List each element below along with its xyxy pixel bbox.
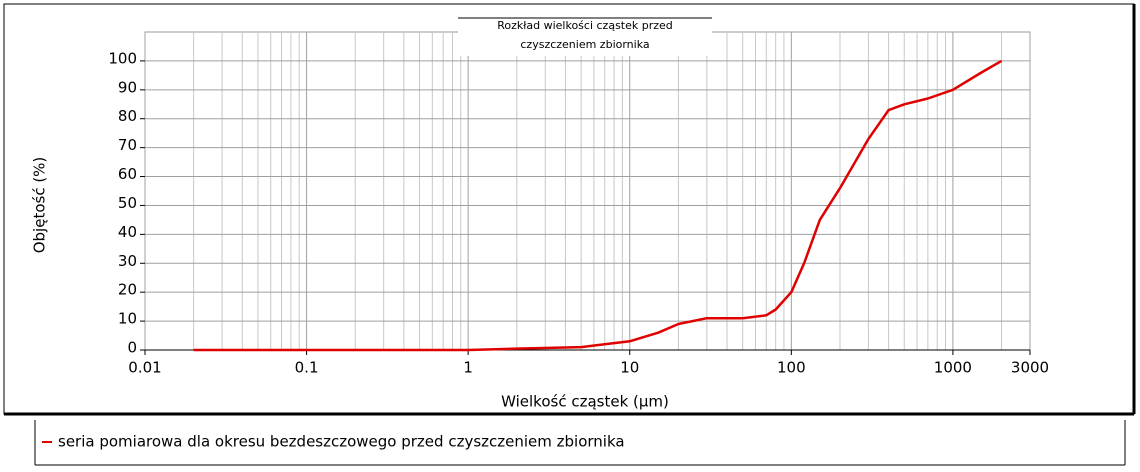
y-tick-label: 60 bbox=[118, 165, 137, 183]
y-axis-label: Objętość (%) bbox=[31, 157, 49, 254]
x-tick-label: 1 bbox=[463, 359, 473, 377]
y-tick-label: 20 bbox=[118, 281, 137, 299]
data-line bbox=[193, 59, 1003, 352]
x-tick-label: 100 bbox=[777, 359, 806, 377]
chart-title: czyszczeniem zbiornika bbox=[520, 38, 649, 51]
plot-background bbox=[144, 31, 1031, 351]
x-axis-label: Wielkość cząstek (µm) bbox=[501, 393, 669, 411]
legend-label: seria pomiarowa dla okresu bezdeszczoweg… bbox=[58, 433, 625, 451]
x-tick-label: 0.1 bbox=[295, 359, 319, 377]
y-tick-label: 10 bbox=[118, 310, 137, 328]
x-tick-label: 3000 bbox=[1011, 359, 1049, 377]
y-tick-label: 100 bbox=[108, 49, 137, 67]
y-tick-label: 80 bbox=[118, 107, 137, 125]
y-tick-label: 70 bbox=[118, 136, 137, 154]
y-tick-label: 0 bbox=[127, 339, 137, 357]
y-tick-label: 30 bbox=[118, 252, 137, 270]
x-tick-label: 10 bbox=[620, 359, 639, 377]
chart-title: Rozkład wielkości cząstek przed bbox=[497, 19, 673, 32]
x-tick-label: 0.01 bbox=[128, 359, 161, 377]
y-tick-label: 90 bbox=[118, 78, 137, 96]
y-tick-label: 50 bbox=[118, 194, 137, 212]
title-box bbox=[458, 16, 712, 56]
y-tick-label: 40 bbox=[118, 223, 137, 241]
plot-area bbox=[140, 31, 1031, 355]
x-tick-label: 1000 bbox=[934, 359, 972, 377]
